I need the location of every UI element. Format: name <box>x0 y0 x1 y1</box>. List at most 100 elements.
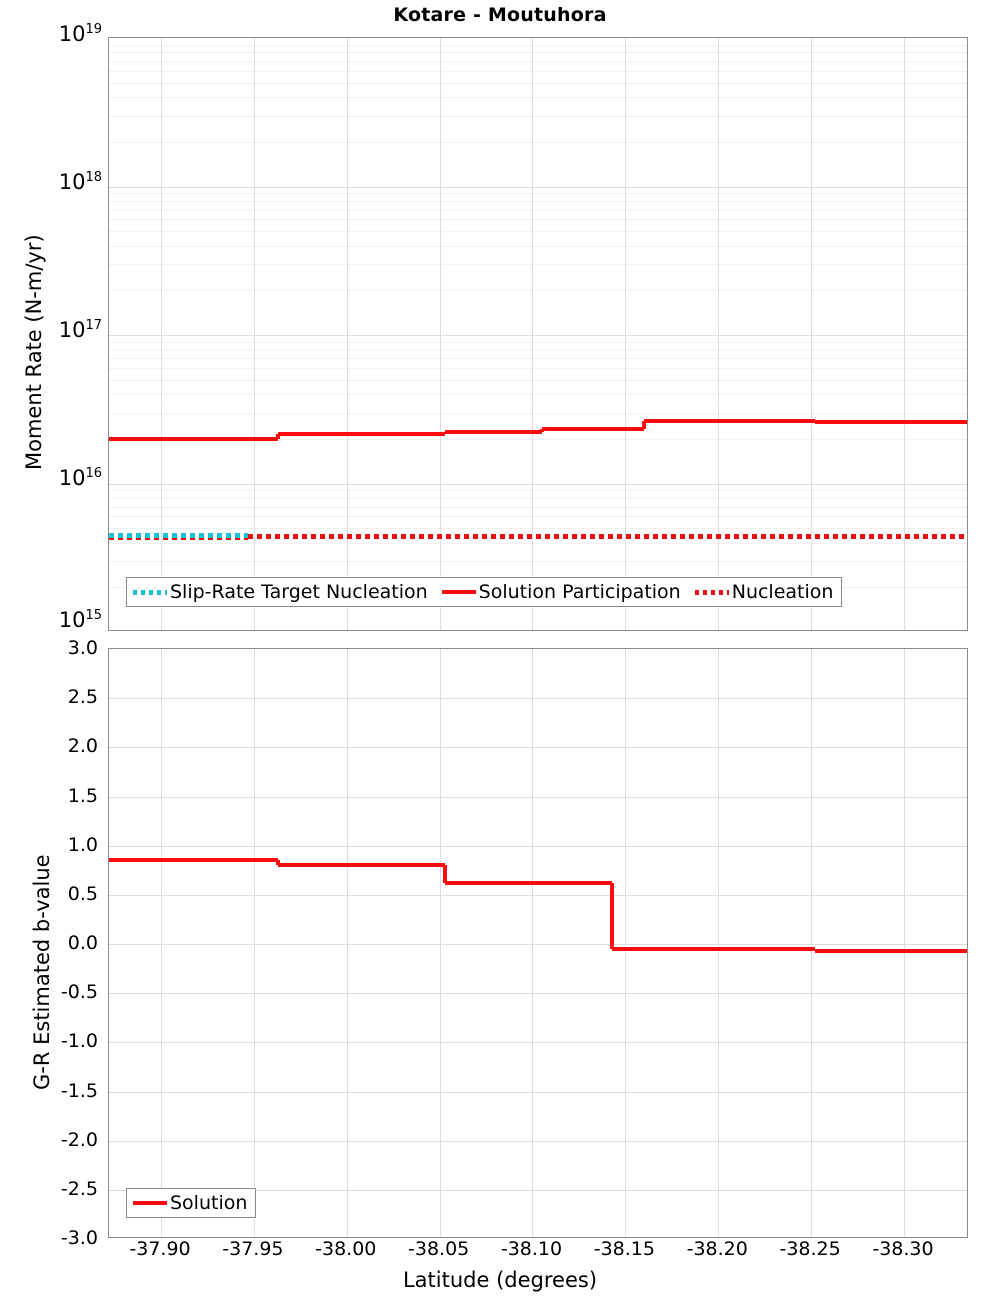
grid-h-minor <box>109 341 967 343</box>
grid-h-major <box>109 944 967 945</box>
series-step-segment <box>814 420 967 425</box>
series-step-segment <box>109 436 279 441</box>
moment-rate-plot <box>108 37 968 631</box>
grid-h-major <box>109 993 967 995</box>
grid-h-minor <box>109 516 967 518</box>
grid-h-minor <box>109 219 967 221</box>
series-step-riser <box>276 434 281 439</box>
legend-label-nucleation: Nucleation <box>731 581 834 603</box>
legend-label-solution: Solution <box>170 1192 248 1214</box>
grid-v-major <box>439 38 441 630</box>
legend-line-icon-solution <box>133 1201 167 1205</box>
x-axis-tick-label: -38.20 <box>686 1238 748 1260</box>
series-step-riser <box>443 432 448 435</box>
grid-h-minor <box>109 44 967 46</box>
y-axis-tick-label: -3.0 <box>60 1227 98 1249</box>
x-axis-label: Latitude (degrees) <box>402 1268 598 1292</box>
grid-h-minor <box>109 358 967 359</box>
grid-h-minor <box>109 490 967 492</box>
grid-h-major <box>109 796 967 798</box>
grid-v-major <box>625 649 627 1237</box>
y-axis-tick-label: 0.0 <box>67 932 98 954</box>
grid-h-minor <box>109 245 967 247</box>
y-axis-tick-label: -2.0 <box>60 1128 98 1151</box>
grid-h-minor <box>109 264 967 266</box>
x-axis-tick-label: -38.05 <box>408 1238 470 1260</box>
series-step-segment <box>248 533 967 539</box>
series-step-riser <box>610 883 615 949</box>
legend-entry-solution: Solution <box>133 1192 249 1214</box>
legend-line-icon-solution-participation <box>441 590 476 594</box>
series-step-segment <box>109 858 279 863</box>
x-axis-tick-label: -37.90 <box>129 1238 191 1260</box>
x-axis-tick-label: -38.30 <box>872 1238 934 1260</box>
grid-v-major <box>718 38 720 630</box>
grid-h-major <box>109 894 967 896</box>
grid-v-major <box>532 649 534 1237</box>
y-axis-tick-label: 2.0 <box>67 735 98 758</box>
grid-h-minor <box>109 200 967 202</box>
grid-h-minor <box>109 542 967 544</box>
b-value-plot <box>108 648 968 1238</box>
series-step-segment <box>814 948 967 953</box>
y-axis-tick-label: 0.5 <box>67 882 98 905</box>
grid-h-minor <box>109 394 967 396</box>
top-y-tick-1e17: 1017 <box>58 318 102 342</box>
grid-h-minor <box>109 82 967 84</box>
y-axis-tick-label: 2.5 <box>67 686 98 709</box>
series-step-riser <box>539 428 544 433</box>
top-y-tick-1e15: 1015 <box>58 608 102 632</box>
legend-label-slip-rate: Slip-Rate Target Nucleation <box>170 581 428 603</box>
y-axis-tick-label: 1.0 <box>67 833 98 856</box>
grid-h-minor <box>109 290 967 292</box>
grid-v-major <box>903 38 905 630</box>
top-panel-legend: Slip-Rate Target Nucleation Solution Par… <box>126 577 843 607</box>
grid-h-minor <box>109 561 967 563</box>
series-step-segment <box>278 432 446 437</box>
series-step-riser <box>812 948 817 951</box>
grid-h-minor <box>109 115 967 117</box>
grid-v-major <box>718 649 720 1237</box>
grid-h-minor <box>109 97 967 99</box>
series-step-segment <box>109 533 249 539</box>
grid-v-major <box>811 649 813 1237</box>
bottom-panel-legend: Solution <box>126 1188 257 1218</box>
x-axis-tick-label: -37.95 <box>222 1238 284 1260</box>
grid-h-major <box>109 1042 967 1044</box>
grid-h-minor <box>109 497 967 499</box>
grid-v-major <box>253 649 255 1237</box>
series-step-riser <box>641 421 646 429</box>
grid-h-minor <box>109 141 967 143</box>
grid-h-minor <box>109 70 967 72</box>
y-axis-tick-label: -1.5 <box>60 1079 98 1102</box>
series-step-segment <box>445 881 613 886</box>
grid-h-minor <box>109 193 967 195</box>
grid-h-minor <box>109 367 967 369</box>
legend-line-icon-nucleation <box>694 589 729 595</box>
legend-entry-solution-participation: Solution Participation <box>441 581 695 603</box>
top-panel-y-axis-label: Moment Rate (N-m/yr) <box>22 234 46 470</box>
x-axis-tick-label: -38.15 <box>593 1238 655 1260</box>
grid-h-major <box>109 1140 967 1142</box>
grid-v-major <box>439 649 441 1237</box>
grid-v-major <box>903 649 905 1237</box>
series-step-segment <box>643 419 815 424</box>
y-axis-tick-label: 3.0 <box>67 637 98 659</box>
y-axis-tick-label: -1.0 <box>60 1030 98 1053</box>
grid-v-major <box>161 649 162 1237</box>
grid-h-minor <box>109 52 967 54</box>
series-step-segment <box>541 426 644 431</box>
x-axis-tick-label: -38.00 <box>315 1238 377 1260</box>
grid-h-minor <box>109 349 967 351</box>
grid-v-major <box>811 38 813 630</box>
top-y-tick-1e19: 1019 <box>58 22 102 46</box>
grid-h-major <box>109 747 967 749</box>
series-step-riser <box>443 865 448 884</box>
series-step-riser <box>812 421 817 423</box>
grid-h-major <box>109 698 967 700</box>
series-step-segment <box>445 430 542 435</box>
y-axis-tick-label: -2.5 <box>60 1177 98 1200</box>
legend-entry-slip-rate-target-nucleation: Slip-Rate Target Nucleation <box>133 581 442 603</box>
grid-v-major <box>161 38 162 630</box>
y-axis-tick-label: -0.5 <box>60 981 98 1004</box>
